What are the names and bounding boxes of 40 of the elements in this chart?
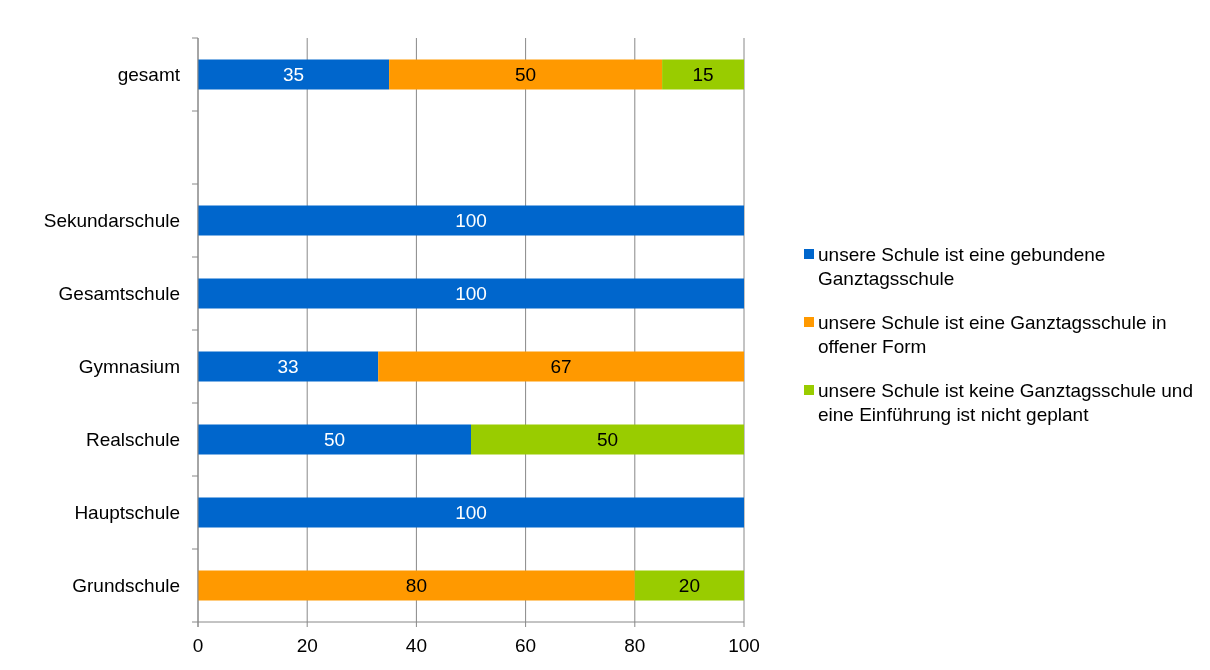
- bar: [198, 351, 379, 382]
- y-tick-label: gesamt: [117, 63, 181, 85]
- legend-label: unsere Schule ist eine gebundene Ganztagsschule: [818, 244, 1106, 289]
- y-tick-label: Realschule: [86, 428, 180, 450]
- y-tick-label: Gesamtschule: [58, 282, 180, 304]
- data-label: 50: [323, 428, 346, 450]
- data-label: 35: [282, 63, 305, 85]
- y-tick-label: Gymnasium: [78, 355, 180, 377]
- bar: [198, 424, 471, 455]
- bar: [198, 59, 390, 90]
- x-tick-label: 80: [624, 635, 646, 656]
- bar: [662, 59, 744, 90]
- legend-label: unsere Schule ist eine Ganztagsschule in offener Form: [818, 312, 1167, 357]
- bar: [198, 570, 635, 601]
- data-label: 20: [678, 574, 700, 596]
- data-label: 15: [692, 63, 714, 85]
- data-label: 50: [515, 63, 537, 85]
- data-label: 33: [277, 355, 299, 377]
- y-tick-label: Sekundarschule: [43, 209, 180, 231]
- bar: [378, 351, 744, 382]
- x-tick-label: 20: [296, 635, 318, 656]
- data-label: 80: [405, 574, 427, 596]
- data-label: 100: [455, 209, 487, 231]
- x-tick-label: 0: [192, 635, 204, 656]
- x-tick-label: 60: [515, 635, 537, 656]
- data-label: 50: [596, 428, 619, 450]
- bar: [471, 424, 744, 455]
- y-tick-label: Hauptschule: [74, 501, 180, 523]
- y-tick-label: Grundschule: [72, 574, 180, 596]
- data-label: 100: [455, 501, 487, 523]
- legend-label: unsere Schule ist keine Ganztagsschule und eine Einführung ist nicht geplant: [818, 380, 1193, 425]
- bar: [634, 570, 744, 601]
- x-tick-label: 100: [728, 635, 760, 656]
- bar: [198, 278, 744, 309]
- bar: [389, 59, 663, 90]
- bar: [198, 205, 744, 236]
- data-label: 67: [550, 355, 572, 377]
- x-tick-label: 40: [405, 635, 427, 656]
- bar: [198, 497, 744, 528]
- data-label: 100: [455, 282, 487, 304]
